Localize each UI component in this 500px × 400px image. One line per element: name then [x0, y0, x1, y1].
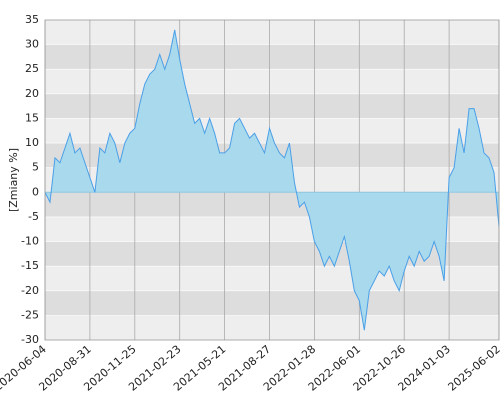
y-tick-label: -15	[21, 259, 39, 272]
y-tick-label: 15	[25, 111, 39, 124]
y-tick-label: -30	[21, 333, 39, 346]
grid-band	[45, 69, 499, 94]
grid-band	[45, 290, 499, 316]
y-tick-label: 10	[25, 136, 39, 149]
y-tick-label: 5	[32, 161, 39, 174]
y-tick-label: -5	[28, 210, 39, 223]
y-tick-label: -10	[21, 235, 39, 248]
y-tick-label: 0	[32, 185, 39, 198]
y-tick-label: 25	[25, 62, 39, 75]
line	[44, 29, 500, 331]
y-tick-label: 35	[25, 13, 39, 26]
y-axis-label: [Zmiany %]	[7, 148, 20, 212]
y-tick-label: -20	[21, 284, 39, 297]
y-tick-label: 20	[25, 87, 39, 100]
y-tick-label: -25	[21, 308, 39, 321]
grid-band	[45, 93, 499, 119]
y-tick-label: 30	[25, 38, 39, 51]
area	[45, 29, 499, 331]
grid-band	[45, 315, 499, 340]
plot-border	[44, 19, 500, 341]
grid-band	[45, 266, 499, 291]
grid-band	[45, 44, 499, 70]
x-tick-label: 2025-06-02	[446, 343, 500, 394]
grid-band	[45, 20, 499, 45]
